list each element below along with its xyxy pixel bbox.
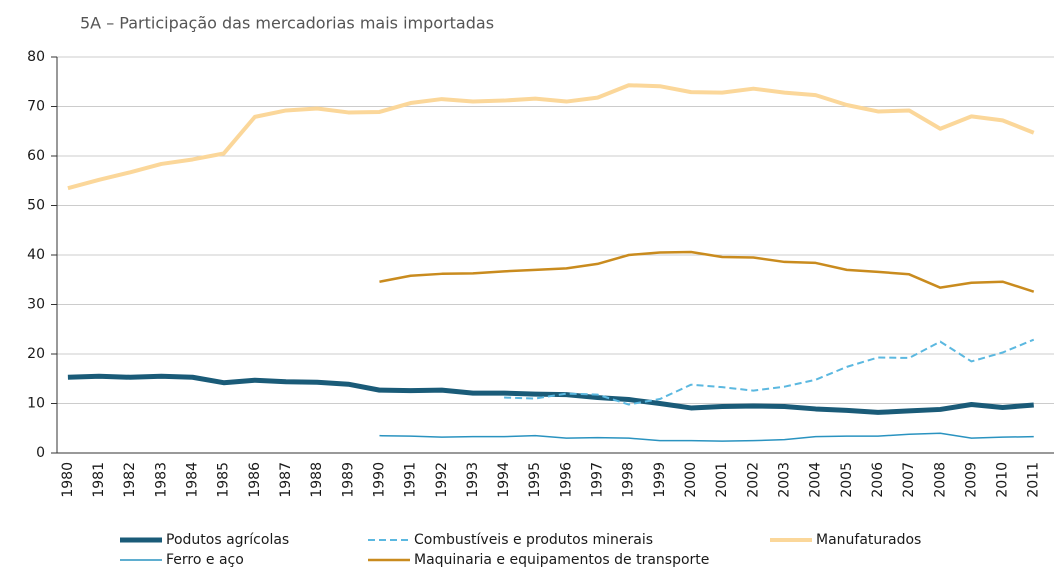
series-line (379, 432, 1034, 442)
x-tick-label: 1980 (60, 462, 76, 498)
series-line (504, 338, 1035, 406)
x-tick-label: 1989 (340, 462, 356, 498)
x-tick-label: 1982 (122, 462, 138, 498)
x-tick-label: 1981 (91, 462, 107, 498)
y-tick-label: 50 (27, 198, 45, 214)
legend-label: Maquinaria e equipamentos de transporte (414, 552, 709, 568)
x-tick-label: 1985 (216, 462, 232, 498)
chart-title: 5A – Participação das mercadorias mais i… (80, 14, 494, 33)
x-tick-label: 1987 (278, 462, 294, 498)
y-tick-label: 80 (27, 49, 45, 65)
x-tick-label: 1991 (403, 462, 419, 498)
x-tick-label: 2000 (683, 462, 699, 498)
x-tick-label: 2004 (808, 462, 824, 498)
x-tick-label: 2010 (995, 462, 1011, 498)
x-tick-label: 2001 (714, 462, 730, 498)
x-tick-label: 1996 (558, 462, 574, 498)
legend-label: Podutos agrícolas (166, 532, 289, 548)
x-tick-label: 2009 (963, 462, 979, 498)
x-tick-label: 2008 (932, 462, 948, 498)
x-tick-label: 1997 (590, 462, 606, 498)
x-tick-label: 1993 (465, 462, 481, 498)
y-tick-label: 60 (27, 148, 45, 164)
y-tick-label: 20 (27, 346, 45, 362)
series-line (67, 373, 1034, 415)
legend-label: Manufaturados (816, 532, 921, 548)
x-tick-label: 1990 (371, 462, 387, 498)
x-tick-label: 1986 (247, 462, 263, 498)
x-tick-label: 1992 (434, 462, 450, 498)
series-line (379, 250, 1035, 293)
x-tick-label: 1983 (153, 462, 169, 498)
x-tick-label: 2006 (870, 462, 886, 498)
x-tick-label: 1998 (621, 462, 637, 498)
legend-label: Ferro e aço (166, 552, 244, 568)
x-tick-label: 1988 (309, 462, 325, 498)
x-tick-label: 2005 (839, 462, 855, 498)
y-tick-label: 0 (36, 445, 45, 461)
y-tick-label: 70 (27, 99, 45, 115)
x-tick-label: 1995 (527, 462, 543, 498)
y-tick-label: 10 (27, 396, 45, 412)
legend-label: Combustíveis e produtos minerais (414, 532, 653, 548)
x-tick-label: 1999 (652, 462, 668, 498)
series-line (67, 83, 1035, 191)
x-tick-label: 1994 (496, 462, 512, 498)
x-tick-label: 2002 (745, 462, 761, 498)
x-tick-label: 2003 (776, 462, 792, 498)
x-tick-label: 2011 (1026, 462, 1042, 498)
y-tick-label: 40 (27, 247, 45, 263)
x-tick-label: 2007 (901, 462, 917, 498)
y-tick-label: 30 (27, 297, 45, 313)
x-tick-label: 1984 (185, 462, 201, 498)
